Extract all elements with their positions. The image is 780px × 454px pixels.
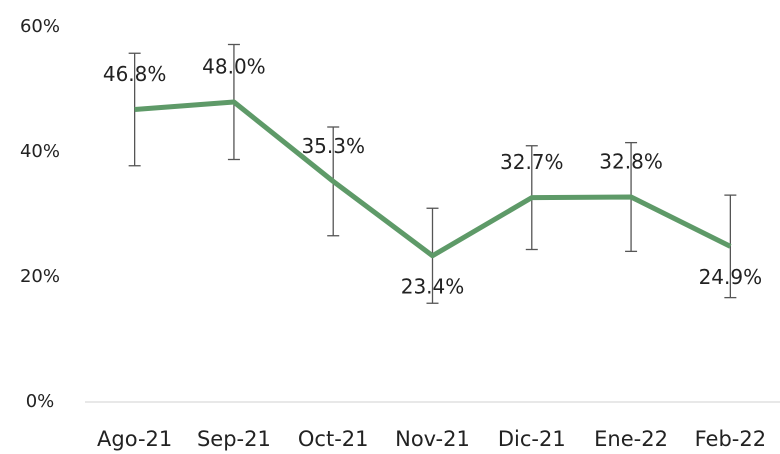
data-label: 24.9%: [699, 265, 763, 289]
line: [134, 99, 732, 259]
y-tick-label: 40%: [20, 141, 60, 162]
x-tick-label: Feb-22: [695, 427, 766, 451]
data-label: 23.4%: [401, 274, 465, 298]
y-tick-label: 20%: [20, 266, 60, 287]
data-label: 46.8%: [103, 62, 167, 86]
data-label: 32.8%: [599, 150, 663, 174]
x-tick-label: Dic-21: [498, 427, 566, 451]
y-tick-label: 60%: [20, 16, 60, 37]
y-tick-label: 0%: [26, 391, 55, 412]
x-tick-label: Sep-21: [197, 427, 271, 451]
data-label: 35.3%: [301, 134, 365, 158]
x-tick-label: Nov-21: [395, 427, 470, 451]
data-label: 32.7%: [500, 150, 564, 174]
data-label: 48.0%: [202, 55, 266, 79]
x-tick-label: Ene-22: [594, 427, 668, 451]
x-tick-label: Oct-21: [298, 427, 369, 451]
x-tick-label: Ago-21: [97, 427, 172, 451]
